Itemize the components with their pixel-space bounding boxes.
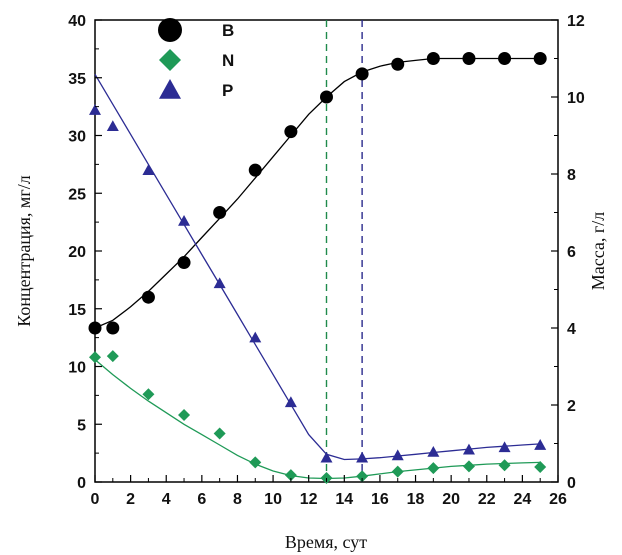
x-tick-label: 26 <box>549 491 567 508</box>
x-tick-label: 20 <box>442 491 460 508</box>
point-N <box>427 462 440 475</box>
point-B <box>284 125 298 139</box>
point-N <box>391 465 404 478</box>
y-left-tick-label: 15 <box>68 302 86 319</box>
y-right-tick-label: 8 <box>567 167 576 184</box>
x-tick-label: 0 <box>91 491 100 508</box>
y-left-tick-label: 25 <box>68 186 86 203</box>
x-tick-label: 22 <box>478 491 496 508</box>
y-right-tick-label: 2 <box>567 398 576 415</box>
x-tick-label: 18 <box>407 491 425 508</box>
point-B <box>391 57 405 71</box>
x-tick-label: 6 <box>197 491 206 508</box>
y-axis-left-label: Концентрация, мг/л <box>14 175 34 326</box>
legend-marker-N <box>159 49 181 71</box>
point-N <box>534 460 547 473</box>
x-tick-label: 10 <box>264 491 282 508</box>
point-P <box>427 445 440 457</box>
point-P <box>498 441 511 453</box>
axis-ticks: 0 2 4 6 8 10 12 14 16 18 20 22 24 2605101520253035400… <box>68 13 585 508</box>
point-N <box>284 469 297 482</box>
y-left-tick-label: 40 <box>68 13 86 30</box>
point-B <box>213 206 227 219</box>
x-tick-label: 8 <box>233 491 242 508</box>
point-B <box>106 321 120 335</box>
point-N <box>356 470 369 483</box>
point-N <box>178 409 191 422</box>
x-tick-label: 2 <box>126 491 135 508</box>
point-N <box>142 388 155 401</box>
point-P <box>284 396 297 408</box>
legend-marker-P <box>159 79 181 99</box>
point-B <box>88 321 102 335</box>
y-right-tick-label: 4 <box>567 321 576 338</box>
legend-label-N: N <box>222 51 234 70</box>
point-N <box>106 350 119 363</box>
point-N <box>498 459 511 472</box>
y-left-tick-label: 35 <box>68 71 86 88</box>
point-P <box>249 331 262 343</box>
point-P <box>213 277 226 289</box>
legend-marker-B <box>158 18 182 42</box>
point-N <box>213 427 226 440</box>
point-B <box>462 52 476 65</box>
vertical-marker-lines <box>325 20 363 482</box>
y-axis-right-label: Масса, г/л <box>588 212 608 291</box>
x-axis-label: Время, сут <box>285 532 367 552</box>
x-tick-label: 16 <box>371 491 389 508</box>
point-B <box>248 163 262 177</box>
point-P <box>178 214 191 226</box>
point-N <box>249 456 262 469</box>
point-B <box>355 67 369 81</box>
fit-line-P <box>94 73 541 461</box>
point-B <box>320 90 333 104</box>
data-markers <box>88 52 547 484</box>
point-P <box>142 164 155 175</box>
point-B <box>498 52 512 65</box>
y-left-tick-label: 5 <box>77 417 86 434</box>
y-right-tick-label: 0 <box>567 475 576 492</box>
point-N <box>320 471 333 484</box>
point-B <box>426 52 440 65</box>
point-P <box>89 104 101 115</box>
point-B <box>141 290 155 304</box>
fit-curves <box>94 57 541 480</box>
fit-line-N <box>94 359 541 480</box>
x-tick-label: 4 <box>162 491 171 508</box>
point-P <box>320 451 333 463</box>
legend-label-P: P <box>222 81 233 100</box>
y-right-tick-label: 10 <box>567 90 585 107</box>
y-left-tick-label: 20 <box>68 244 86 261</box>
fit-line-B <box>94 57 541 329</box>
point-P <box>356 451 369 463</box>
point-P <box>391 449 404 461</box>
y-left-tick-label: 10 <box>68 360 86 377</box>
point-B <box>177 256 191 270</box>
y-right-tick-label: 6 <box>567 244 576 261</box>
legend: BNP <box>158 18 234 100</box>
y-right-tick-label: 12 <box>567 13 585 30</box>
y-left-tick-label: 30 <box>68 129 86 146</box>
point-N <box>89 351 101 364</box>
point-B <box>533 52 547 65</box>
legend-label-B: B <box>222 21 234 40</box>
point-P <box>462 443 475 455</box>
point-N <box>462 460 475 473</box>
x-tick-label: 14 <box>335 491 353 508</box>
point-P <box>106 120 119 132</box>
point-P <box>534 439 547 450</box>
x-tick-label: 24 <box>513 491 531 508</box>
y-left-tick-label: 0 <box>77 475 86 492</box>
x-tick-label: 12 <box>300 491 318 508</box>
